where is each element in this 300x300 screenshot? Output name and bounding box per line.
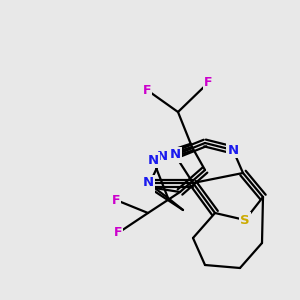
- Text: F: F: [112, 194, 120, 206]
- Text: N: N: [169, 148, 181, 161]
- Text: F: F: [204, 76, 212, 89]
- Text: S: S: [240, 214, 250, 226]
- Text: F: F: [114, 226, 122, 239]
- Text: N: N: [227, 143, 239, 157]
- Text: N: N: [142, 176, 154, 190]
- Text: N: N: [156, 151, 168, 164]
- Text: N: N: [147, 154, 159, 166]
- Text: N: N: [142, 181, 154, 194]
- Text: F: F: [143, 83, 151, 97]
